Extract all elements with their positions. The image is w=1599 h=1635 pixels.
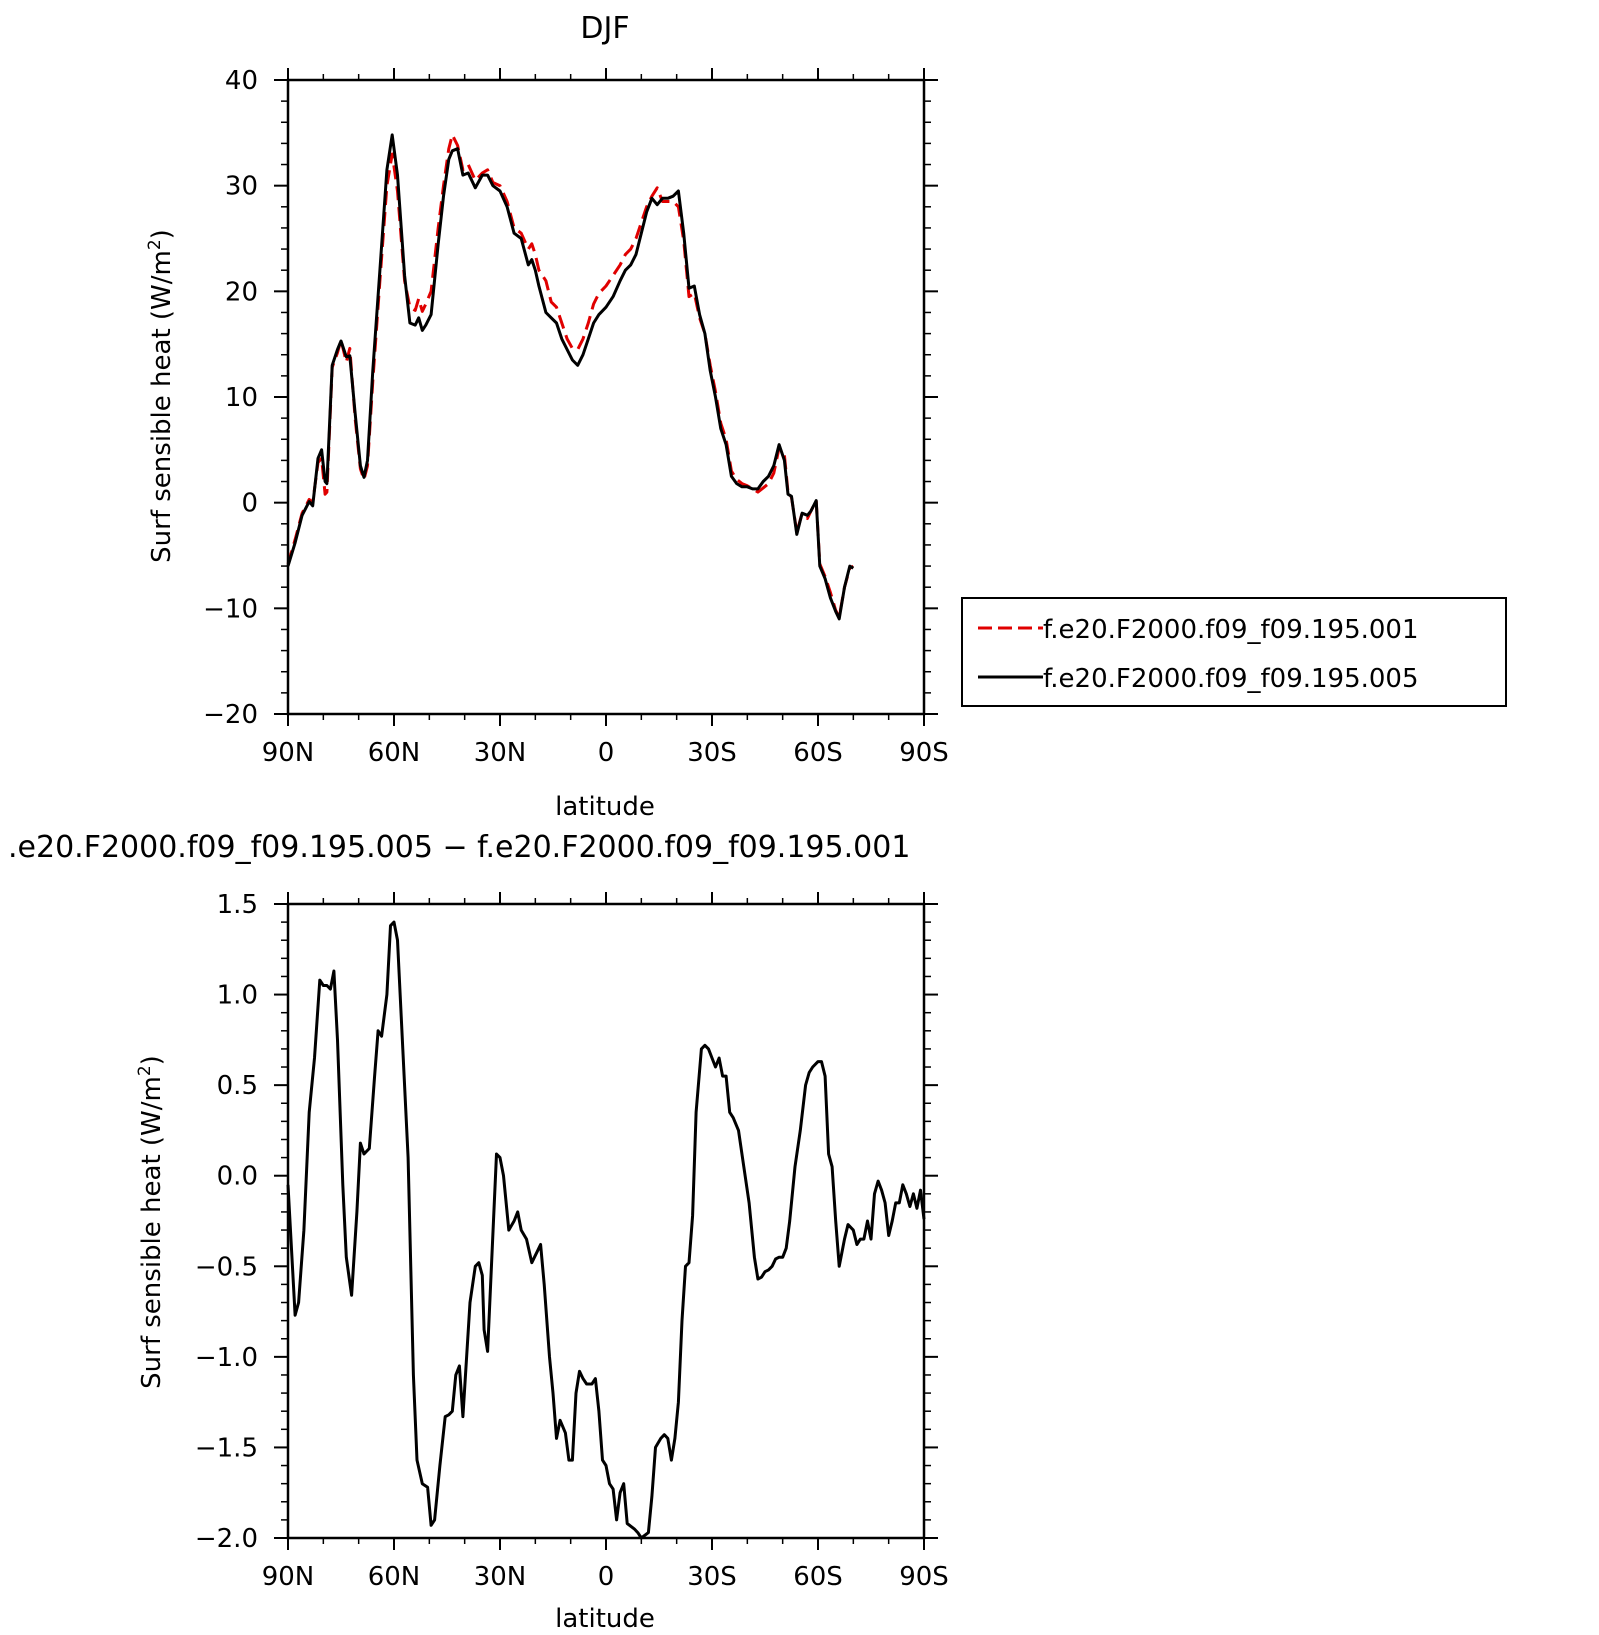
bottom-chart-y-tick-label: −1.5 — [195, 1433, 258, 1463]
top-chart-y-tick-label: 10 — [225, 383, 258, 413]
top-chart-x-axis-title: latitude — [555, 792, 655, 822]
bottom-chart-x-tick-label: 0 — [598, 1562, 615, 1592]
legend-label-series-1: f.e20.F2000.f09_f09.195.001 — [1043, 615, 1419, 645]
top-chart: DJF Surf sensible heat (W/m2) latitude 9… — [145, 11, 949, 822]
bottom-chart-title: .e20.F2000.f09_f09.195.005 − f.e20.F2000… — [8, 830, 910, 865]
top-chart-x-tick-label: 90N — [262, 738, 315, 768]
bottom-chart-y-tick-label: 0.5 — [217, 1071, 258, 1101]
top-chart-y-axis-title-tail: ) — [147, 229, 177, 239]
top-chart-plot-frame — [286, 78, 926, 716]
top-chart-y-tick-label: −20 — [203, 700, 258, 730]
bottom-chart-x-tick-label: 30S — [687, 1562, 737, 1592]
top-chart-series-line-2 — [286, 133, 855, 621]
bottom-chart-y-tick-label: 1.5 — [217, 890, 258, 920]
bottom-chart-ticks: 90N 60N 30N 0 30S 60S 90S 1.5 1.0 0.5 0.0 −0.5 −1.0 −… — [195, 890, 949, 1592]
top-chart-y-tick-label: 30 — [225, 172, 258, 202]
bottom-chart-plot-frame — [286, 902, 926, 1540]
legend-label-series-2: f.e20.F2000.f09_f09.195.005 — [1043, 664, 1419, 694]
bottom-chart-y-tick-label: −0.5 — [195, 1252, 258, 1282]
top-chart-y-tick-label: 20 — [225, 277, 258, 307]
bottom-chart-y-tick-label: −2.0 — [195, 1524, 258, 1554]
bottom-chart-x-tick-label: 90S — [899, 1562, 949, 1592]
top-chart-x-tick-label: 30N — [474, 738, 527, 768]
top-chart-x-tick-label: 90S — [899, 738, 949, 768]
bottom-chart-x-tick-label: 30N — [474, 1562, 527, 1592]
legend-box — [961, 597, 1507, 707]
top-chart-series — [286, 133, 855, 621]
bottom-chart-y-axis-title-superscript: 2 — [135, 1065, 155, 1076]
top-chart-y-tick-label: −10 — [203, 594, 258, 624]
bottom-chart-y-axis-title-tail: ) — [137, 1055, 167, 1065]
top-chart-y-axis-title-main: Surf sensible heat (W/m — [147, 250, 177, 563]
bottom-chart-x-tick-label: 90N — [262, 1562, 315, 1592]
top-chart-y-tick-label: 40 — [225, 66, 258, 96]
bottom-chart-x-axis-title: latitude — [555, 1604, 655, 1634]
legend: f.e20.F2000.f09_f09.195.001 f.e20.F2000.… — [961, 597, 1507, 707]
top-chart-title: DJF — [580, 11, 629, 46]
top-chart-x-tick-label: 60S — [793, 738, 843, 768]
bottom-chart-x-tick-label: 60S — [793, 1562, 843, 1592]
top-chart-y-axis-title-superscript: 2 — [145, 239, 165, 250]
bottom-chart: .e20.F2000.f09_f09.195.005 − f.e20.F2000… — [8, 830, 949, 1634]
bottom-chart-x-tick-label: 60N — [368, 1562, 421, 1592]
top-chart-x-tick-label: 0 — [598, 738, 615, 768]
bottom-chart-y-tick-label: 1.0 — [217, 981, 258, 1011]
bottom-chart-series — [286, 920, 926, 1540]
top-chart-y-axis-title: Surf sensible heat (W/m2) — [145, 229, 177, 563]
top-chart-x-tick-label: 60N — [368, 738, 421, 768]
top-chart-ticks: 90N 60N 30N 0 30S 60S 90S 40 30 20 10 0 −10 −20 — [203, 66, 949, 768]
top-chart-y-tick-label: 0 — [241, 489, 258, 519]
bottom-chart-y-tick-label: −1.0 — [195, 1343, 258, 1373]
bottom-chart-y-tick-label: 0.0 — [217, 1162, 258, 1192]
bottom-chart-y-axis-title: Surf sensible heat (W/m2) — [135, 1055, 167, 1389]
bottom-chart-y-axis-title-main: Surf sensible heat (W/m — [137, 1076, 167, 1389]
bottom-chart-series-line-1 — [286, 920, 926, 1540]
top-chart-x-tick-label: 30S — [687, 738, 737, 768]
